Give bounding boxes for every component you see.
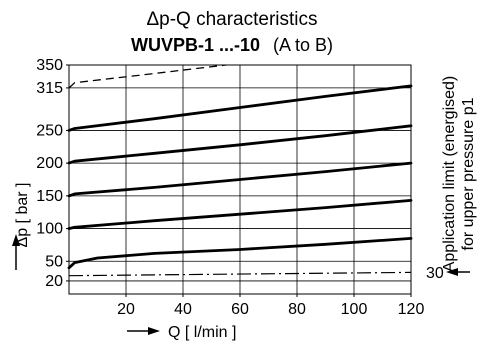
axis-ticks: 20 50 100 150 200 250 315 350 20 40 60 80 100 120 — [36, 57, 424, 318]
series-line-4 — [67, 124, 413, 165]
y-tick-label: 50 — [45, 253, 63, 270]
y-tick-label: 350 — [36, 57, 63, 74]
series-line-1 — [67, 237, 413, 270]
limit-value-label: 30 — [426, 265, 444, 282]
x-axis-label-text: Q [ l/min ] — [168, 324, 236, 341]
y-axis-label: Δp [ bar ] — [12, 183, 31, 270]
series-line-2 — [67, 199, 413, 230]
limit-arrow-head — [446, 268, 458, 276]
y-tick-label: 100 — [36, 221, 63, 238]
chart-subtitle-bold: WUVPB-1 ...-10 — [131, 35, 260, 55]
x-axis-label: Q [ l/min ] — [127, 324, 236, 341]
series-line-6 — [68, 64, 226, 89]
grid — [69, 65, 411, 294]
x-tick-label: 20 — [117, 301, 135, 318]
x-axis-arrow-head — [148, 327, 160, 335]
y-axis-arrow-head — [12, 234, 20, 246]
y-tick-label: 20 — [45, 273, 63, 290]
series-line-3 — [67, 161, 413, 198]
chart-title: Δp-Q characteristics WUVPB-1 ...-10 (A t… — [131, 9, 333, 55]
x-tick-label: 100 — [341, 301, 368, 318]
chart-title-text: Δp-Q characteristics — [146, 9, 317, 30]
series-group — [67, 64, 413, 277]
x-tick-label: 40 — [174, 301, 192, 318]
chart-subtitle-rest: (A to B) — [273, 35, 333, 55]
x-tick-label: 60 — [231, 301, 249, 318]
application-limit-annotation: Application limit (energised) for upper … — [426, 76, 477, 282]
series-line-7 — [68, 271, 412, 277]
y-tick-label: 200 — [36, 155, 63, 172]
x-tick-label: 80 — [288, 301, 306, 318]
y-tick-label: 250 — [36, 122, 63, 139]
y-tick-label: 315 — [36, 80, 63, 97]
x-tick-label: 120 — [398, 301, 425, 318]
side-note-line2: for upper pressure p1 — [460, 97, 477, 250]
side-note-line1: Application limit (energised) — [441, 76, 458, 273]
chart-subtitle: WUVPB-1 ...-10 (A to B) — [131, 35, 333, 55]
y-tick-label: 150 — [36, 188, 63, 205]
y-axis-label-text: Δp [ bar ] — [14, 183, 31, 248]
series-line-5 — [67, 84, 413, 132]
